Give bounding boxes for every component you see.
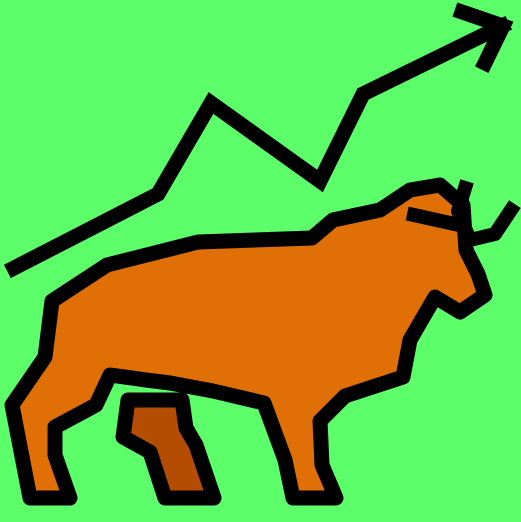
bull-horn [451, 179, 521, 247]
bull-far-leg [115, 392, 222, 506]
bull-brow [405, 206, 468, 234]
bull-icon [4, 177, 521, 506]
trend-line [3, 15, 513, 279]
trend-arrowhead [452, 2, 514, 74]
trend-arrow-icon [3, 2, 514, 279]
